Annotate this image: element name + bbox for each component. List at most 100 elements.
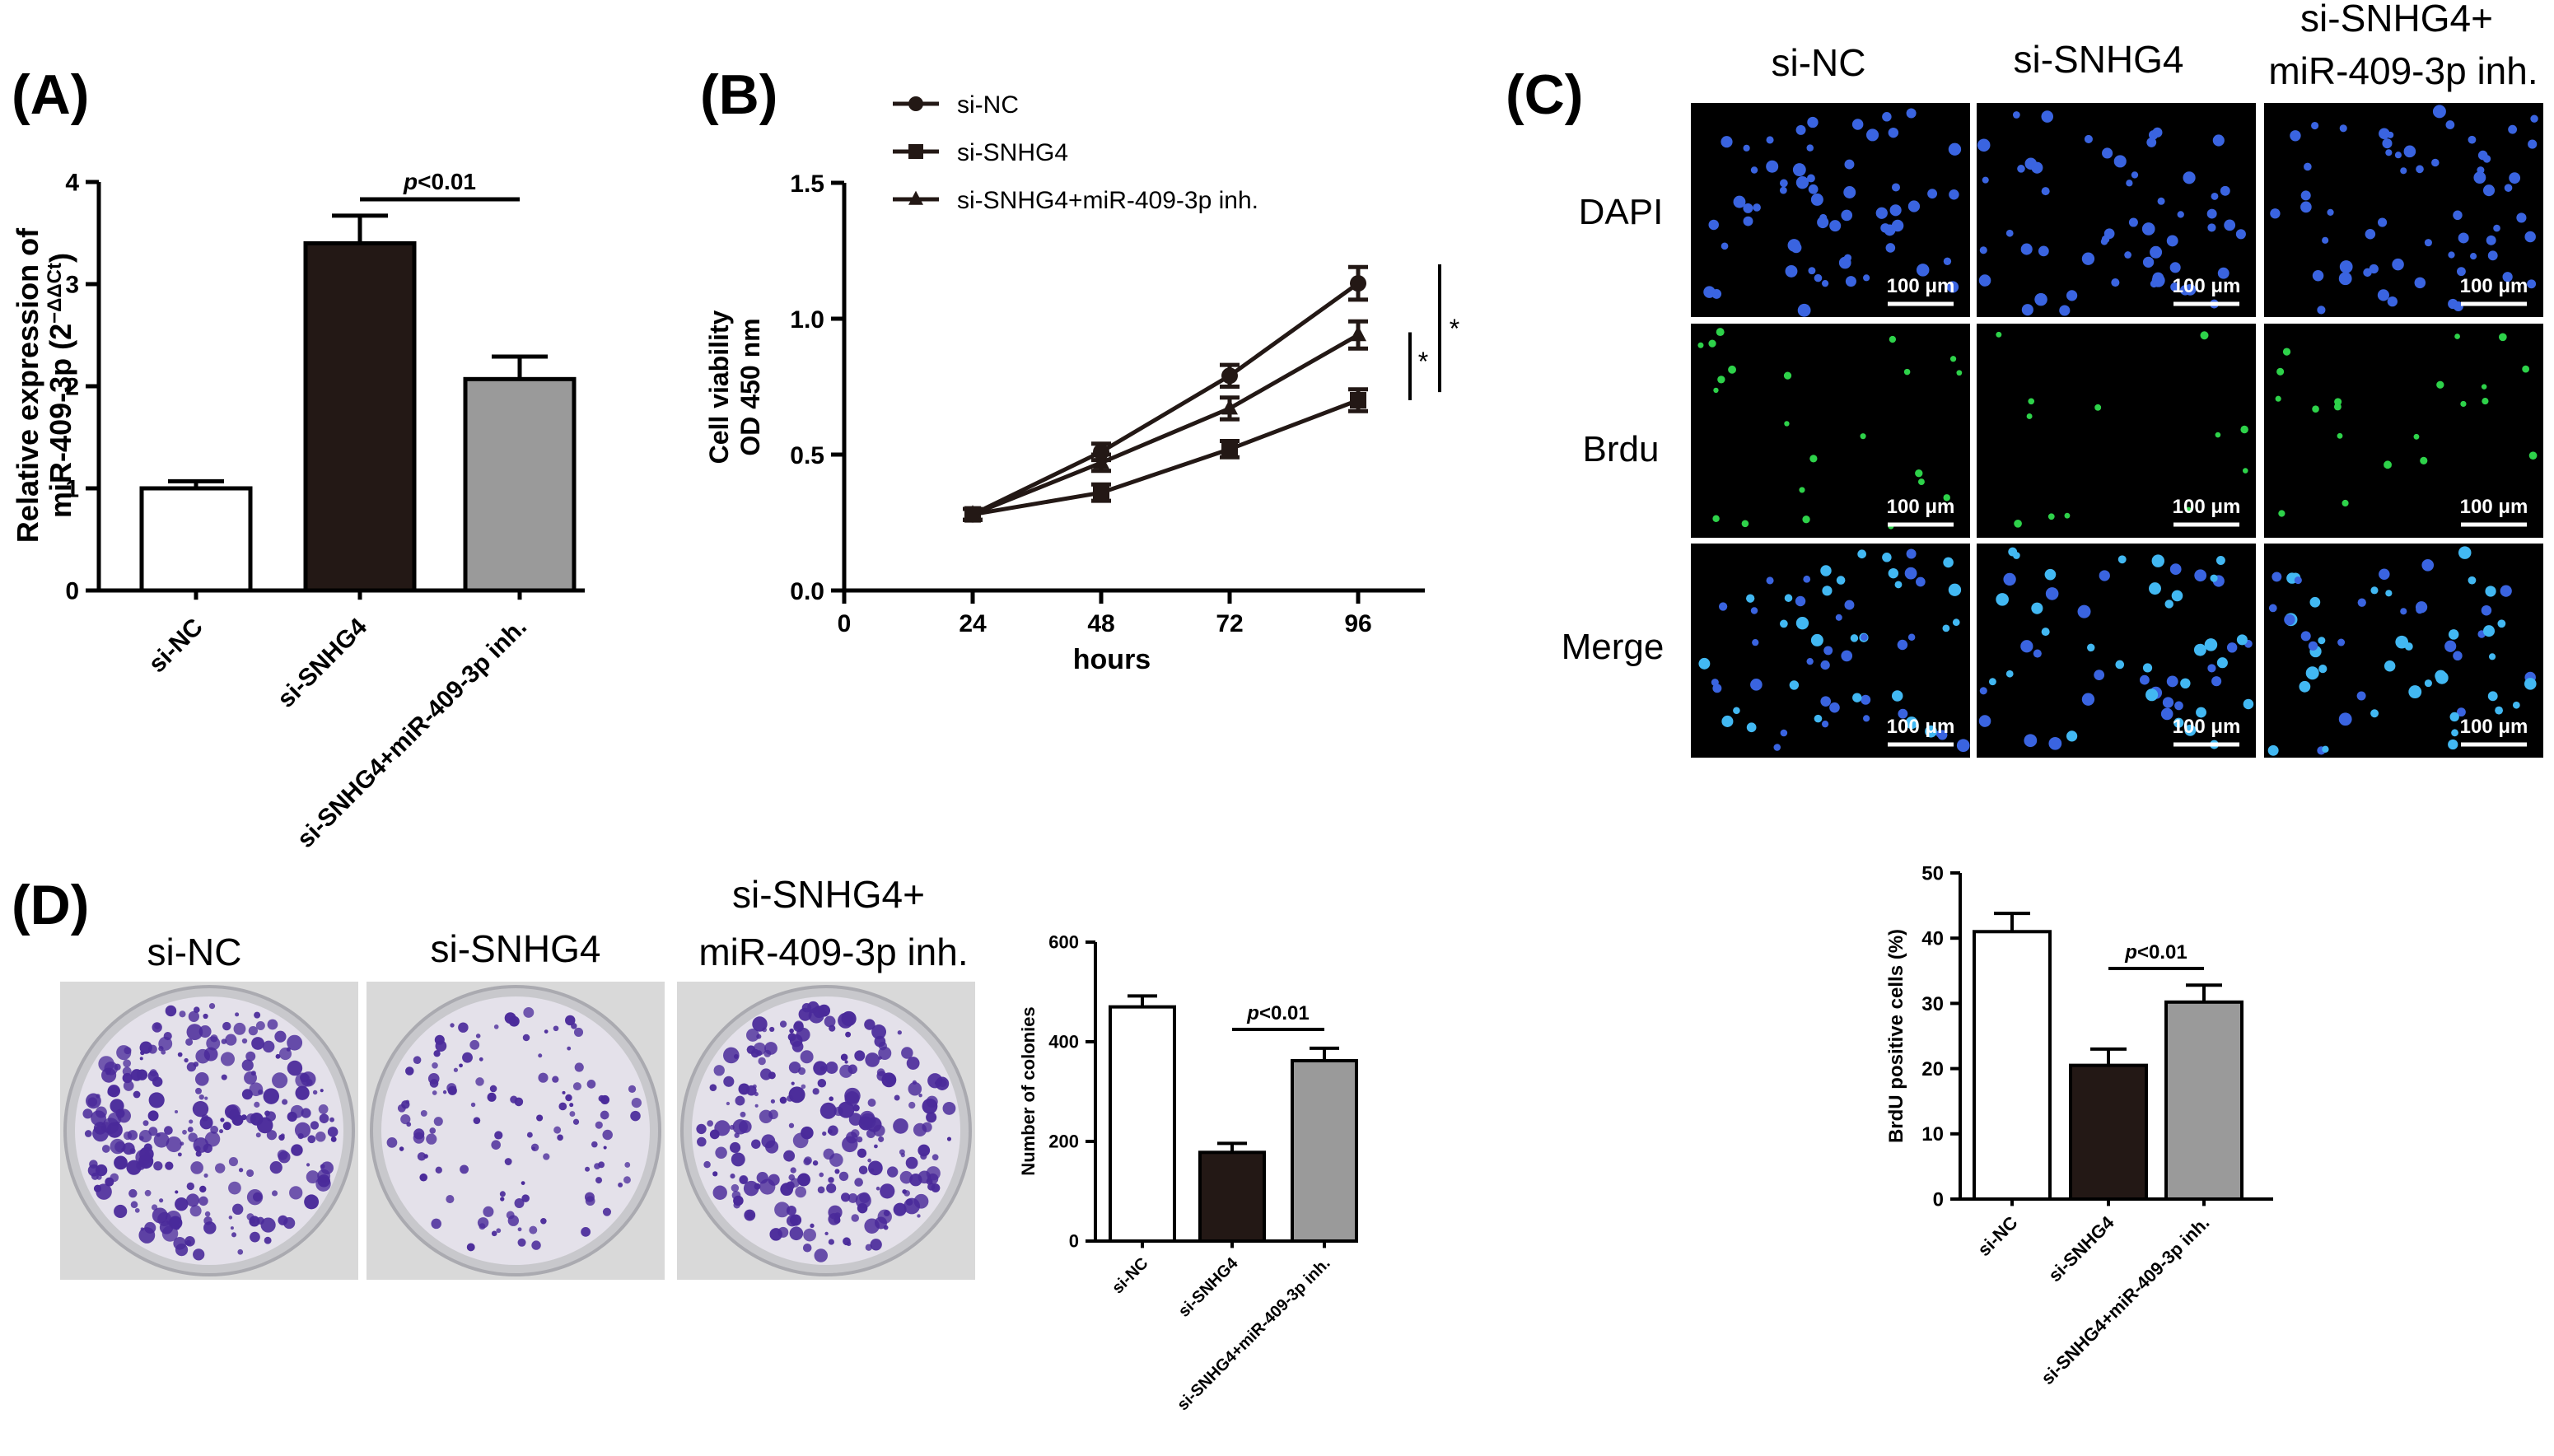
marker-circle — [1350, 275, 1366, 292]
cell-nucleus — [2436, 380, 2444, 389]
cell-nucleus — [2414, 277, 2426, 289]
colony — [307, 1135, 316, 1144]
colony — [139, 1041, 152, 1054]
colony — [726, 1101, 731, 1106]
colony — [800, 1050, 814, 1064]
panel-label-a: (A) — [12, 63, 89, 126]
cell-nucleus — [1863, 715, 1870, 722]
y-axis-title: Number of colonies — [1018, 1006, 1039, 1175]
plate-label-si-nc: si-NC — [147, 931, 242, 973]
colony — [254, 1011, 261, 1019]
cell-nucleus — [2084, 134, 2093, 143]
colony — [926, 1112, 937, 1123]
column-header-rescue-line2: miR-409-3p inh. — [2268, 49, 2538, 92]
colony — [453, 1067, 459, 1072]
colony — [140, 1227, 144, 1231]
colony — [192, 1100, 209, 1118]
cell-nucleus — [2179, 285, 2191, 296]
colony — [470, 1102, 476, 1108]
cell-nucleus — [2235, 229, 2246, 240]
colony — [828, 1125, 838, 1136]
colony — [101, 1067, 117, 1083]
colony — [477, 1217, 489, 1229]
colony — [294, 1122, 311, 1138]
colony — [938, 1079, 947, 1088]
colony — [899, 1149, 905, 1155]
colony — [475, 1077, 484, 1086]
ylabel-close: ) — [44, 253, 77, 263]
cell-nucleus — [2449, 712, 2459, 722]
colony — [330, 1136, 337, 1142]
colony — [231, 1232, 237, 1238]
y-tick-label: 400 — [1048, 1032, 1079, 1052]
colony — [754, 1104, 759, 1108]
micrograph-background — [1691, 324, 1970, 538]
colony — [946, 1136, 952, 1141]
cell-nucleus — [1743, 203, 1753, 213]
cell-nucleus — [1845, 276, 1856, 287]
colony — [466, 1243, 475, 1252]
colony — [538, 1053, 543, 1058]
cell-nucleus — [1906, 548, 1917, 559]
bar — [463, 376, 577, 593]
plate-label-si-snhg4: si-SNHG4 — [430, 927, 600, 970]
panel-label-b: (B) — [700, 63, 777, 126]
cell-nucleus — [2224, 219, 2236, 231]
x-tick-label: si-NC — [143, 614, 208, 679]
colony — [743, 1180, 759, 1197]
cell-nucleus — [1894, 581, 1903, 589]
colony — [574, 1062, 584, 1072]
cell-nucleus — [1841, 209, 1853, 222]
colony — [295, 1072, 310, 1088]
colony — [565, 1094, 572, 1102]
cell-nucleus — [2094, 404, 2102, 411]
colony — [517, 1227, 522, 1232]
colony — [624, 1162, 631, 1168]
cell-nucleus — [1829, 702, 1840, 713]
cell-nucleus — [2363, 268, 2372, 278]
marker-triangle — [1093, 453, 1109, 469]
y-tick-label: 1.0 — [790, 306, 824, 334]
colony — [935, 1080, 940, 1085]
colony — [867, 1099, 876, 1107]
cell-nucleus — [1712, 684, 1722, 693]
p-threshold: <0.01 — [2137, 941, 2187, 964]
x-tick-label: si-SNHG4 — [2044, 1211, 2118, 1286]
cell-nucleus — [1795, 595, 1806, 607]
colony — [712, 1185, 727, 1200]
colony — [249, 1216, 260, 1227]
cell-nucleus — [2312, 270, 2324, 282]
colony — [885, 1074, 896, 1085]
cell-nucleus — [2384, 660, 2396, 672]
colony — [136, 1069, 148, 1080]
colony — [833, 1216, 841, 1224]
cell-nucleus — [2448, 739, 2458, 750]
cell-nucleus — [1949, 356, 1957, 362]
plate-label-rescue-line1: si-SNHG4+ — [732, 873, 925, 916]
colony — [122, 1066, 132, 1076]
colony — [927, 1073, 943, 1089]
cell-nucleus — [2081, 252, 2095, 265]
cell-nucleus — [1977, 138, 1991, 152]
cell-nucleus — [2064, 512, 2071, 519]
colony — [306, 1170, 320, 1184]
colony — [241, 1089, 253, 1100]
colony — [489, 1085, 497, 1093]
colony — [875, 1186, 880, 1191]
cell-nucleus — [2294, 576, 2302, 585]
cell-nucleus — [1795, 124, 1806, 135]
scale-bar-label: 100 μm — [2173, 275, 2241, 297]
colony — [746, 1085, 757, 1096]
colony — [248, 1025, 258, 1036]
cell-nucleus — [2216, 657, 2228, 669]
cell-nucleus — [2337, 638, 2346, 646]
cell-nucleus — [2444, 640, 2457, 652]
cell-nucleus — [2215, 432, 2221, 438]
x-tick-label: si-NC — [1109, 1254, 1151, 1297]
cell-nucleus — [2031, 602, 2043, 614]
marker-square — [1350, 392, 1366, 408]
cell-nucleus — [2169, 262, 2181, 273]
colony — [522, 1034, 530, 1042]
